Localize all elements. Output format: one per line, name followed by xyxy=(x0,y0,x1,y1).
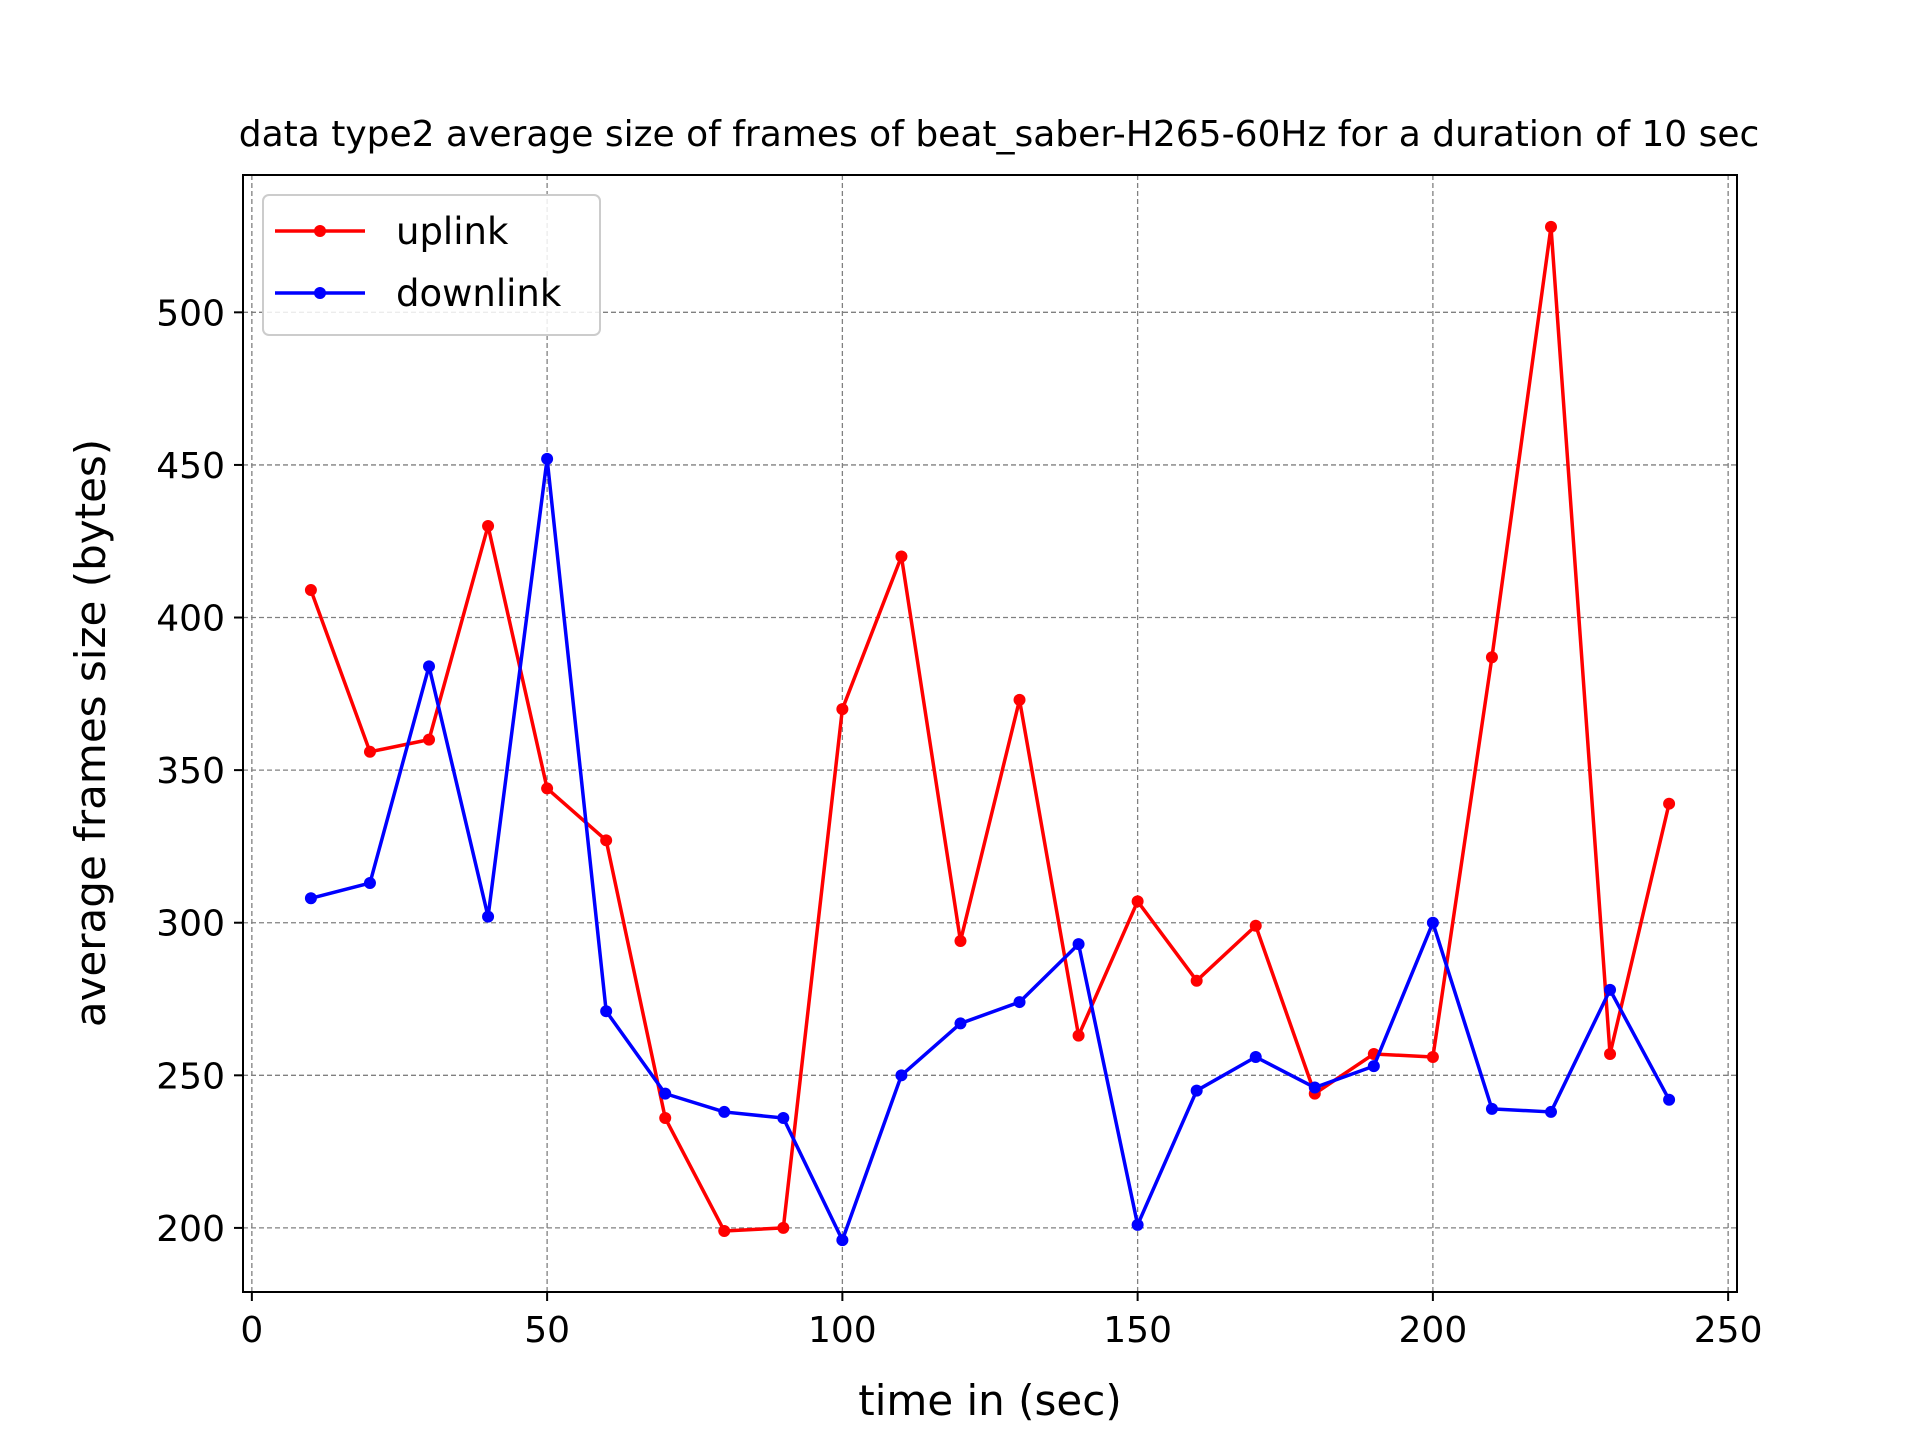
downlink-point xyxy=(1072,938,1085,951)
y-tick-label: 400 xyxy=(156,599,225,640)
downlink-point xyxy=(1367,1060,1380,1073)
legend: uplink downlink xyxy=(262,194,601,336)
uplink-point xyxy=(1604,1047,1617,1060)
uplink-point xyxy=(363,745,376,758)
legend-marker-downlink xyxy=(314,287,326,299)
downlink-point xyxy=(1249,1051,1262,1064)
downlink-point xyxy=(1190,1084,1203,1097)
downlink-point xyxy=(659,1087,672,1100)
uplink-point xyxy=(1131,895,1144,908)
downlink-point xyxy=(1544,1105,1557,1118)
downlink-point xyxy=(1604,983,1617,996)
downlink-point xyxy=(1663,1093,1676,1106)
uplink-point xyxy=(541,782,554,795)
series-uplink xyxy=(304,220,1676,1237)
uplink-point xyxy=(659,1112,672,1125)
grid xyxy=(243,175,1737,1292)
x-tick-label: 100 xyxy=(808,1310,877,1351)
y-tick-label: 450 xyxy=(156,446,225,487)
axis-ticks: 0 50 100 150 200 250 200 250 300 350 400 450 500 xyxy=(156,293,1762,1351)
downlink-point xyxy=(600,1005,613,1018)
y-tick-label: 500 xyxy=(156,293,225,334)
uplink-point xyxy=(895,550,908,563)
downlink-point xyxy=(1013,996,1026,1009)
y-axis-label: average frames size (bytes) xyxy=(66,439,115,1027)
uplink-point xyxy=(1663,797,1676,810)
uplink-point xyxy=(718,1224,731,1237)
x-axis-label: time in (sec) xyxy=(858,1376,1121,1425)
downlink-point xyxy=(423,660,436,673)
downlink-point xyxy=(836,1234,849,1247)
uplink-point xyxy=(836,703,849,716)
uplink-point xyxy=(1190,974,1203,987)
uplink-point xyxy=(777,1221,790,1234)
downlink-point xyxy=(1426,916,1439,929)
series-downlink xyxy=(304,452,1676,1247)
downlink-point xyxy=(363,877,376,890)
y-tick-label: 200 xyxy=(156,1209,225,1250)
uplink-point xyxy=(1426,1051,1439,1064)
x-tick-label: 200 xyxy=(1399,1310,1468,1351)
downlink-point xyxy=(482,910,495,923)
legend-marker-uplink xyxy=(314,225,326,237)
y-tick-label: 300 xyxy=(156,904,225,945)
uplink-point xyxy=(1544,220,1557,233)
x-tick-label: 50 xyxy=(524,1310,570,1351)
plot-frame xyxy=(242,174,1738,1293)
x-tick-label: 150 xyxy=(1103,1310,1172,1351)
series-group xyxy=(304,220,1676,1247)
uplink-point xyxy=(1485,651,1498,664)
x-tick-label: 0 xyxy=(240,1310,263,1351)
downlink-point xyxy=(718,1105,731,1118)
downlink-line xyxy=(310,457,1671,1242)
x-tick-label: 250 xyxy=(1694,1310,1763,1351)
uplink-point xyxy=(600,834,613,847)
uplink-point xyxy=(1249,919,1262,932)
uplink-line xyxy=(309,225,1671,1233)
downlink-point xyxy=(1131,1218,1144,1231)
downlink-point xyxy=(1308,1081,1321,1094)
uplink-point xyxy=(954,935,967,948)
uplink-point xyxy=(304,584,317,597)
downlink-point xyxy=(1485,1102,1498,1115)
uplink-point xyxy=(423,733,436,746)
uplink-point xyxy=(1013,693,1026,706)
downlink-point xyxy=(541,452,554,465)
legend-label-downlink: downlink xyxy=(396,272,562,315)
uplink-point xyxy=(482,519,495,532)
legend-label-uplink: uplink xyxy=(396,210,509,253)
chart-title: data type2 average size of frames of bea… xyxy=(239,114,1760,155)
y-tick-label: 250 xyxy=(156,1056,225,1097)
y-tick-label: 350 xyxy=(156,751,225,792)
downlink-point xyxy=(777,1112,790,1125)
uplink-point xyxy=(1072,1029,1085,1042)
downlink-point xyxy=(954,1017,967,1030)
downlink-point xyxy=(304,892,317,905)
downlink-point xyxy=(895,1069,908,1082)
